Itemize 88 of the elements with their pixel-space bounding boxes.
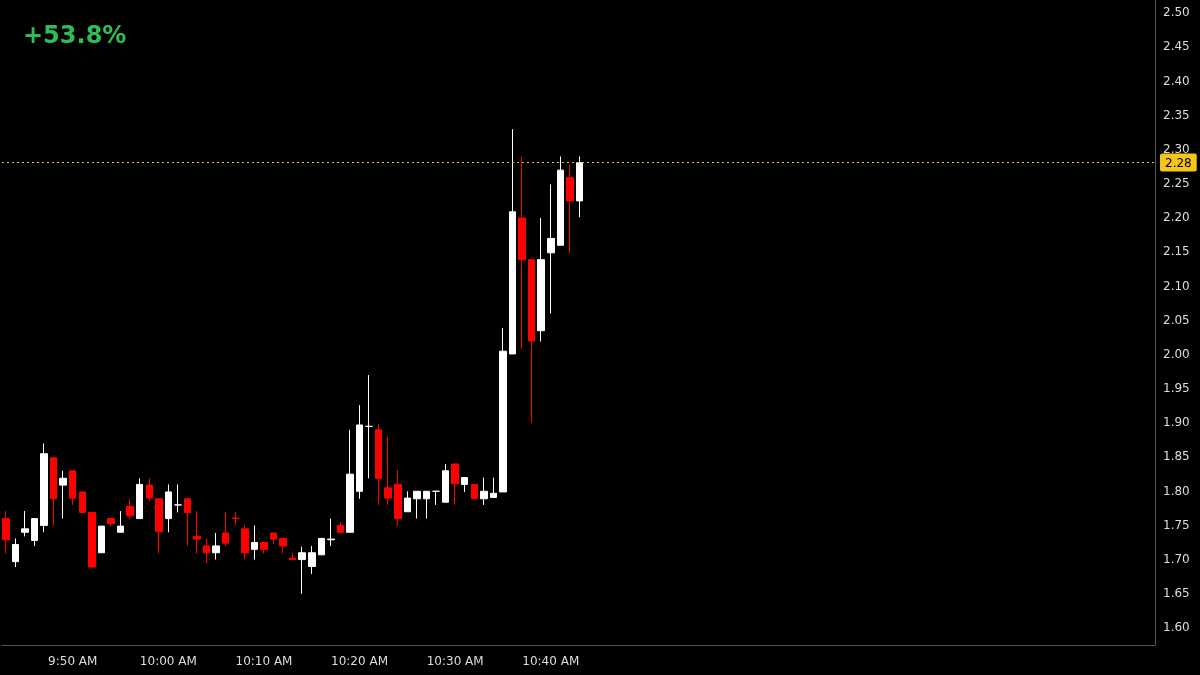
x-tick-label: 10:20 AM: [331, 654, 389, 668]
x-tick-label: 10:10 AM: [235, 654, 293, 668]
candlestick: [251, 524, 258, 561]
candlestick: [490, 477, 497, 498]
candlestick: [557, 155, 564, 246]
candlestick: [442, 463, 449, 503]
candlestick: [509, 128, 516, 355]
candlestick: [528, 259, 535, 424]
y-tick-label: 2.30: [1163, 141, 1190, 156]
y-tick-label: 1.75: [1163, 517, 1190, 532]
y-tick-label: 2.00: [1163, 346, 1190, 361]
candlestick: [117, 510, 124, 533]
x-tick-label: 10:40 AM: [522, 654, 580, 668]
candlestick: [576, 155, 583, 218]
candlestick: [241, 524, 249, 561]
y-tick-label: 1.70: [1163, 551, 1190, 566]
candlestick: [432, 490, 440, 506]
candlestick: [88, 511, 96, 568]
y-tick-label: 2.35: [1163, 107, 1190, 122]
candlestick: [375, 423, 382, 506]
candlestick: [260, 542, 268, 554]
candlestick: [146, 477, 153, 502]
candlestick: [12, 537, 19, 568]
candlestick: [232, 511, 239, 526]
candlestick: [413, 490, 421, 520]
y-tick-label: 1.95: [1163, 381, 1190, 396]
y-tick-label: 2.15: [1163, 244, 1190, 259]
candlestick: [547, 183, 555, 315]
y-tick-label: 1.60: [1163, 620, 1190, 635]
candlestick: [107, 517, 115, 527]
candlestick: [471, 483, 478, 500]
candlestick: [365, 374, 373, 479]
candlestick: [451, 463, 459, 506]
ref-line-label: 2.28: [1165, 155, 1192, 170]
candlestick: [136, 477, 143, 520]
candlestick: [537, 217, 545, 343]
y-tick-label: 1.80: [1163, 483, 1190, 498]
candlestick: [174, 483, 182, 513]
candlestick: [298, 546, 306, 595]
candlestick: [50, 457, 57, 526]
candlestick: [384, 436, 392, 506]
candlestick: [356, 404, 363, 500]
x-tick-label: 10:30 AM: [426, 654, 484, 668]
candlestick: [40, 442, 48, 533]
candlestick: [222, 511, 229, 547]
candlestick: [193, 510, 201, 554]
candlestick: [59, 470, 67, 520]
candlestick: [69, 470, 76, 506]
text: +53.8%: [23, 21, 127, 49]
candlestick: [461, 477, 468, 493]
candlestick: [184, 498, 191, 547]
candlestick: [2, 510, 10, 554]
candlestick: [31, 518, 38, 547]
candlestick: [165, 483, 172, 533]
candlestick: [203, 537, 210, 564]
candlestick: [98, 525, 105, 554]
candlestick: [279, 537, 287, 554]
y-tick-label: 2.40: [1163, 73, 1190, 88]
candlestick: [79, 491, 86, 513]
candlestick: [126, 498, 134, 520]
candlestick: [318, 537, 325, 556]
candlestick: [480, 477, 488, 506]
candlestick: [423, 490, 430, 520]
candlestick: [394, 469, 402, 527]
candlestick: [566, 164, 574, 254]
candlestick: [499, 327, 507, 493]
x-tick-label: 10:00 AM: [139, 654, 197, 668]
candlestick: [212, 532, 220, 561]
candlestick: [337, 521, 344, 534]
candlestick: [346, 429, 354, 533]
y-tick-label: 2.25: [1163, 176, 1190, 191]
candlestick: [270, 532, 277, 545]
y-tick-label: 2.05: [1163, 312, 1190, 327]
y-tick-label: 2.10: [1163, 278, 1190, 293]
candlestick: [308, 545, 316, 575]
y-tick-label: 1.90: [1163, 415, 1190, 430]
y-tick-label: 2.45: [1163, 39, 1190, 54]
candlestick: [404, 490, 411, 513]
y-tick-label: 2.50: [1163, 5, 1190, 20]
y-tick-label: 2.20: [1163, 210, 1190, 225]
y-tick-label: 1.65: [1163, 586, 1190, 601]
candlestick: [289, 552, 296, 561]
candlestick: [155, 498, 163, 554]
y-tick-label: 1.85: [1163, 449, 1190, 464]
x-tick-label: 9:50 AM: [48, 654, 98, 668]
candlestick: [518, 155, 526, 349]
candlestick: [21, 510, 29, 537]
candlestick: [327, 518, 335, 547]
